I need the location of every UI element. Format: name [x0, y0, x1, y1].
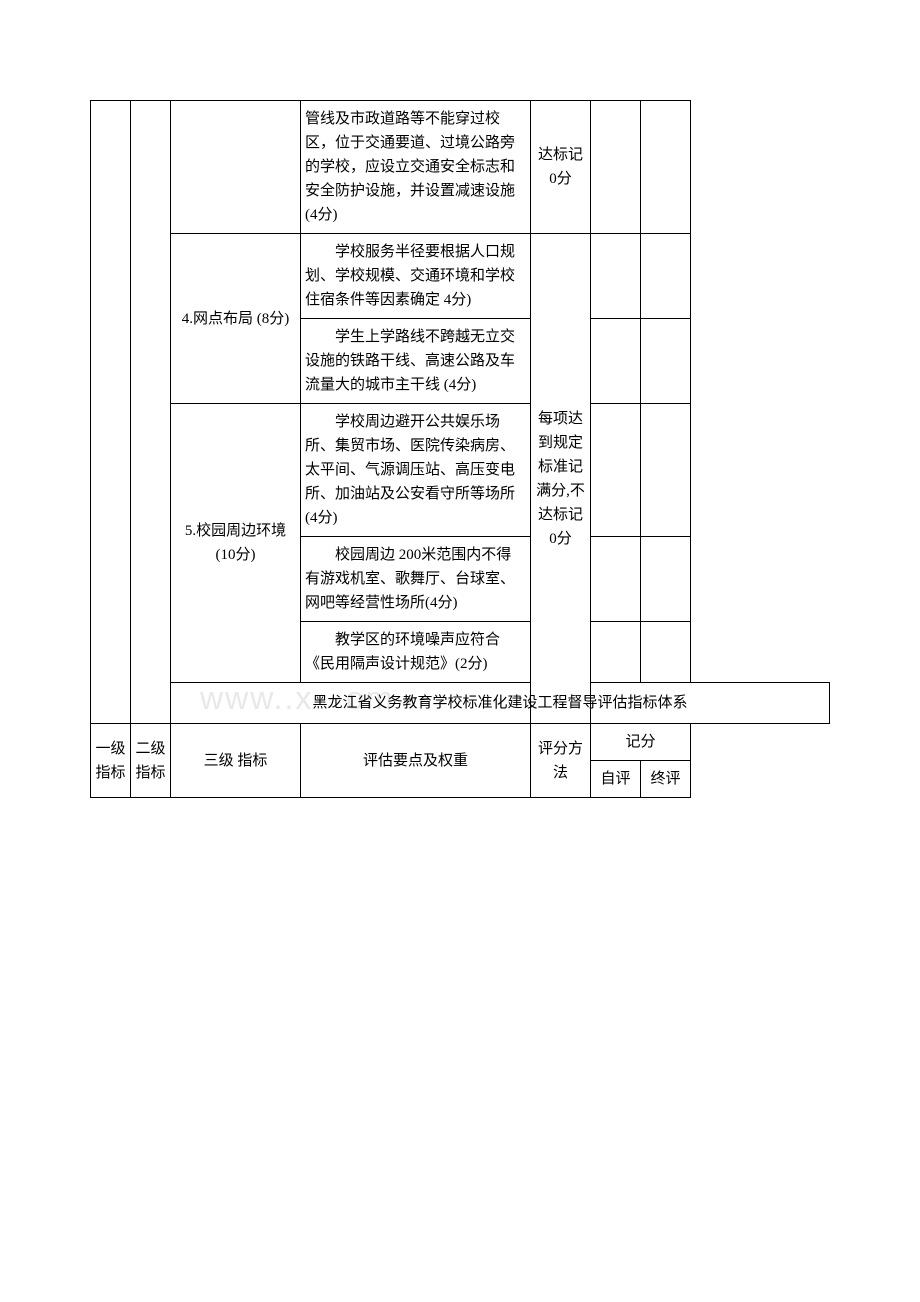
header-self: 自评: [591, 761, 641, 798]
content-cell: 校园周边 200米范围内不得有游戏机室、歌舞厅、台球室、网吧等经营性场所(4分): [301, 537, 531, 622]
level3-cell: 5.校园周边环境 (10分): [171, 404, 301, 683]
self-score-cell: [591, 234, 641, 319]
self-score-cell: [591, 101, 641, 234]
table-row: 5.校园周边环境 (10分) 学校周边避开公共娱乐场所、集贸市场、医院传染病房、…: [91, 404, 830, 537]
header-l1: 一级指标: [91, 724, 131, 798]
section-title: 黑龙江省义务教育学校标准化建设工程督导评估指标体系: [171, 683, 830, 724]
level3-cell: 4.网点布局 (8分): [171, 234, 301, 404]
header-l3: 三级 指标: [171, 724, 301, 798]
level1-cell: [91, 101, 131, 724]
content-cell: 管线及市政道路等不能穿过校区，位于交通要道、过境公路旁的学校，应设立交通安全标志…: [301, 101, 531, 234]
title-row: 黑龙江省义务教育学校标准化建设工程督导评估指标体系: [91, 683, 830, 724]
final-score-cell: [641, 404, 691, 537]
final-score-cell: [641, 622, 691, 683]
score-cell: 达标记 0分: [531, 101, 591, 234]
level2-cell: [131, 101, 171, 724]
table-row: 4.网点布局 (8分) 学校服务半径要根据人口规划、学校规模、交通环境和学校住宿…: [91, 234, 830, 319]
header-final: 终评: [641, 761, 691, 798]
self-score-cell: [591, 404, 641, 537]
header-score-group: 记分: [591, 724, 691, 761]
self-score-cell: [591, 319, 641, 404]
header-content: 评估要点及权重: [301, 724, 531, 798]
content-cell: 学校周边避开公共娱乐场所、集贸市场、医院传染病房、太平间、气源调压站、高压变电所…: [301, 404, 531, 537]
table-row: 管线及市政道路等不能穿过校区，位于交通要道、过境公路旁的学校，应设立交通安全标志…: [91, 101, 830, 234]
header-method: 评分方法: [531, 724, 591, 798]
content-cell: 学生上学路线不跨越无立交设施的铁路干线、高速公路及车流量大的城市主干线 (4分): [301, 319, 531, 404]
self-score-cell: [591, 537, 641, 622]
level3-cell: [171, 101, 301, 234]
header-l2: 二级 指标: [131, 724, 171, 798]
content-cell: 教学区的环境噪声应符合《民用隔声设计规范》(2分): [301, 622, 531, 683]
evaluation-table-1: 管线及市政道路等不能穿过校区，位于交通要道、过境公路旁的学校，应设立交通安全标志…: [90, 100, 830, 798]
final-score-cell: [641, 101, 691, 234]
self-score-cell: [591, 622, 641, 683]
score-cell: 每项达到规定标准记满分,不达标记0分: [531, 234, 591, 724]
final-score-cell: [641, 319, 691, 404]
final-score-cell: [641, 537, 691, 622]
content-cell: 学校服务半径要根据人口规划、学校规模、交通环境和学校住宿条件等因素确定 4分): [301, 234, 531, 319]
header-row: 一级指标 二级 指标 三级 指标 评估要点及权重 评分方法 记分: [91, 724, 830, 761]
final-score-cell: [641, 234, 691, 319]
